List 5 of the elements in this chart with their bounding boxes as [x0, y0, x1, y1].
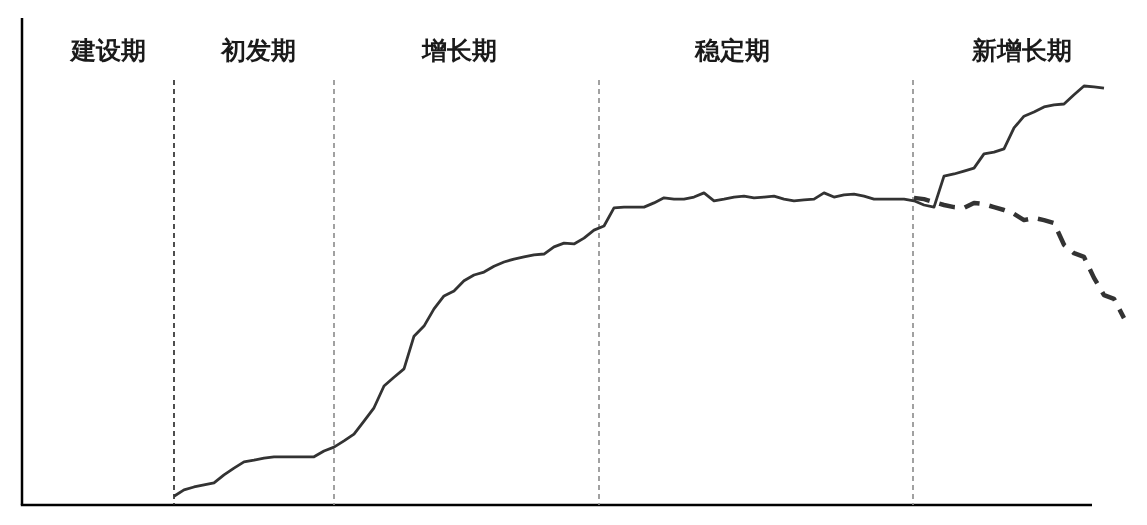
text: 建设期	[68, 36, 146, 65]
text: 增长期	[420, 36, 497, 65]
text: 新增长期	[971, 36, 1072, 65]
text: 初发期	[219, 36, 296, 65]
text: 稳定期	[693, 36, 770, 65]
